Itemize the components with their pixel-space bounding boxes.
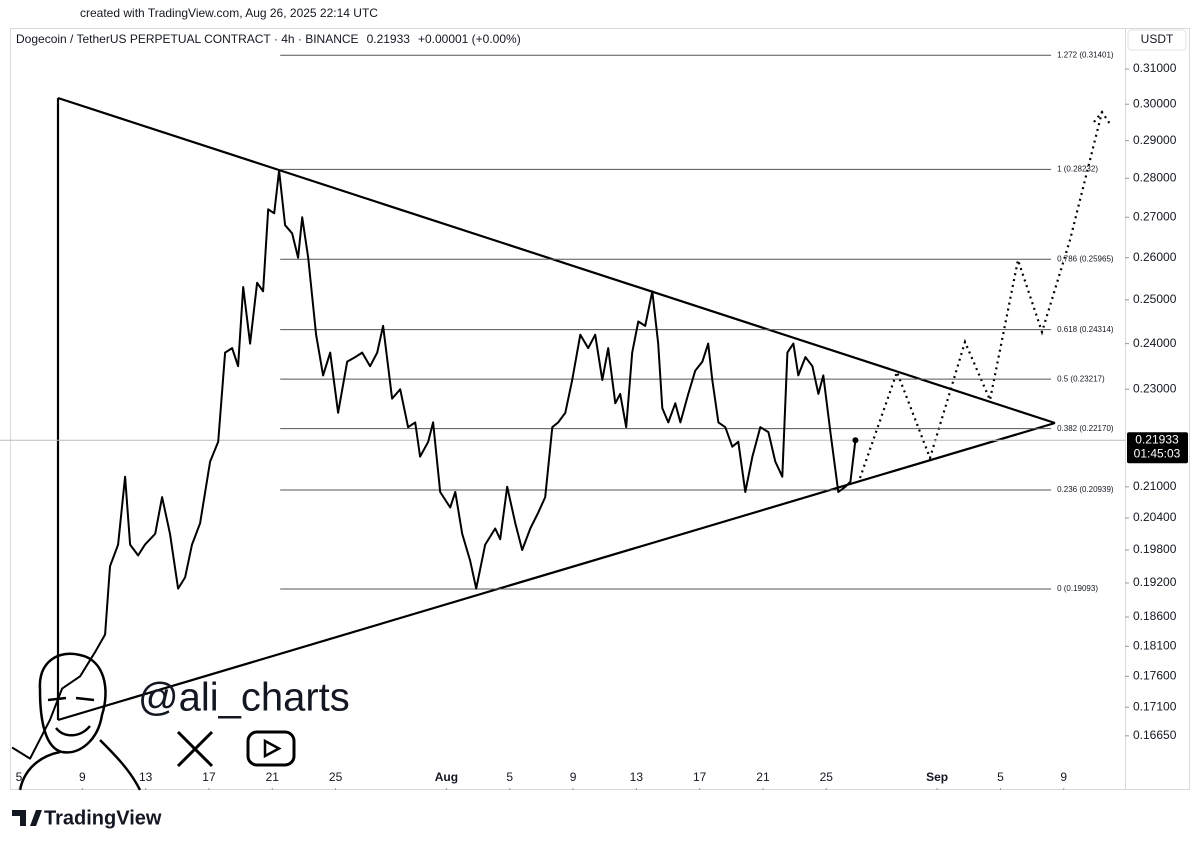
watermark: @ali_charts xyxy=(18,652,350,791)
x-tick-label: 21 xyxy=(266,770,280,784)
youtube-icon xyxy=(246,730,296,767)
fib-label: 0.5 (0.23217) xyxy=(1057,374,1105,383)
currency-box xyxy=(1127,29,1187,51)
y-tick-label: 0.17600 xyxy=(1133,668,1177,682)
x-tick-label: 9 xyxy=(1060,770,1067,784)
x-tick-label: 21 xyxy=(756,770,770,784)
fib-label: 0.236 (0.20939) xyxy=(1057,485,1114,494)
triangle-lower xyxy=(57,421,1056,722)
symbol: Dogecoin / TetherUS PERPETUAL CONTRACT ·… xyxy=(16,32,359,46)
x-tick-label: 17 xyxy=(693,770,707,784)
x-tick-label: 13 xyxy=(139,770,153,784)
last-price-label: 0.21933 xyxy=(1135,432,1179,446)
x-tick-label: Aug xyxy=(435,770,458,784)
y-tick-label: 0.24000 xyxy=(1133,336,1177,350)
title-change: +0.00001 (+0.00%) xyxy=(418,32,521,46)
last-point xyxy=(852,437,859,444)
youtube-play xyxy=(263,738,282,759)
triangle-upper xyxy=(57,96,1056,425)
x-tick-label: 9 xyxy=(570,770,577,784)
y-tick-label: 0.26000 xyxy=(1133,250,1177,264)
fib-label: 0.382 (0.22170) xyxy=(1057,424,1114,433)
y-tick-label: 0.18600 xyxy=(1133,609,1177,623)
y-tick-label: 0.19800 xyxy=(1133,542,1177,556)
y-tick-label: 0.25000 xyxy=(1133,292,1177,306)
y-tick-label: 0.18100 xyxy=(1133,638,1177,652)
fib-label: 1 (0.28232) xyxy=(1057,165,1098,174)
fib-label: 1.272 (0.31401) xyxy=(1057,50,1114,59)
x-tick-label: 9 xyxy=(79,770,86,784)
created-note: created with TradingView.com, Aug 26, 20… xyxy=(80,6,378,20)
y-tick-label: 0.30000 xyxy=(1133,96,1177,110)
tradingview-logo: TradingView xyxy=(12,807,162,829)
x-icon xyxy=(176,730,214,768)
avatar-head xyxy=(38,652,107,754)
x-tick-label: 17 xyxy=(202,770,216,784)
chart-title: Dogecoin / TetherUS PERPETUAL CONTRACT ·… xyxy=(16,32,521,46)
x-tick-label: 25 xyxy=(329,770,343,784)
price-line xyxy=(11,169,857,760)
countdown: 01:45:03 xyxy=(1134,446,1181,460)
fib-label: 0 (0.19093) xyxy=(1057,584,1098,593)
x-tick-label: 5 xyxy=(506,770,513,784)
currency[interactable]: USDT xyxy=(1141,32,1174,46)
watermark-handle: @ali_charts xyxy=(138,676,350,720)
y-tick-label: 0.31000 xyxy=(1133,61,1177,75)
y-tick-label: 0.16650 xyxy=(1133,728,1177,742)
x-tick-label: 13 xyxy=(630,770,644,784)
y-tick-label: 0.21000 xyxy=(1133,479,1177,493)
avatar-shoulders xyxy=(18,739,142,791)
y-tick-label: 0.19200 xyxy=(1133,575,1177,589)
logo-mark xyxy=(12,810,42,826)
triangle xyxy=(56,96,1056,722)
avatar xyxy=(18,652,142,791)
x-tick-label: 5 xyxy=(997,770,1004,784)
fib-label: 0.618 (0.24314) xyxy=(1057,325,1114,334)
brand: TradingView xyxy=(44,807,162,829)
y-tick-label: 0.28000 xyxy=(1133,170,1177,184)
projection-arrow xyxy=(1093,110,1111,125)
chart-frame xyxy=(10,28,1190,790)
y-tick-label: 0.17100 xyxy=(1133,699,1177,713)
last-price-box xyxy=(1127,432,1188,464)
x-tick-label: 5 xyxy=(16,770,23,784)
x-tick-label: 25 xyxy=(820,770,834,784)
y-tick-label: 0.29000 xyxy=(1133,133,1177,147)
y-tick-label: 0.23000 xyxy=(1133,381,1177,395)
y-tick-label: 0.20400 xyxy=(1133,510,1177,524)
x-tick-label: Sep xyxy=(926,770,948,784)
y-tick-label: 0.27000 xyxy=(1133,209,1177,223)
fib-label: 0.786 (0.25965) xyxy=(1057,254,1114,263)
title-price: 0.21933 xyxy=(367,32,411,46)
